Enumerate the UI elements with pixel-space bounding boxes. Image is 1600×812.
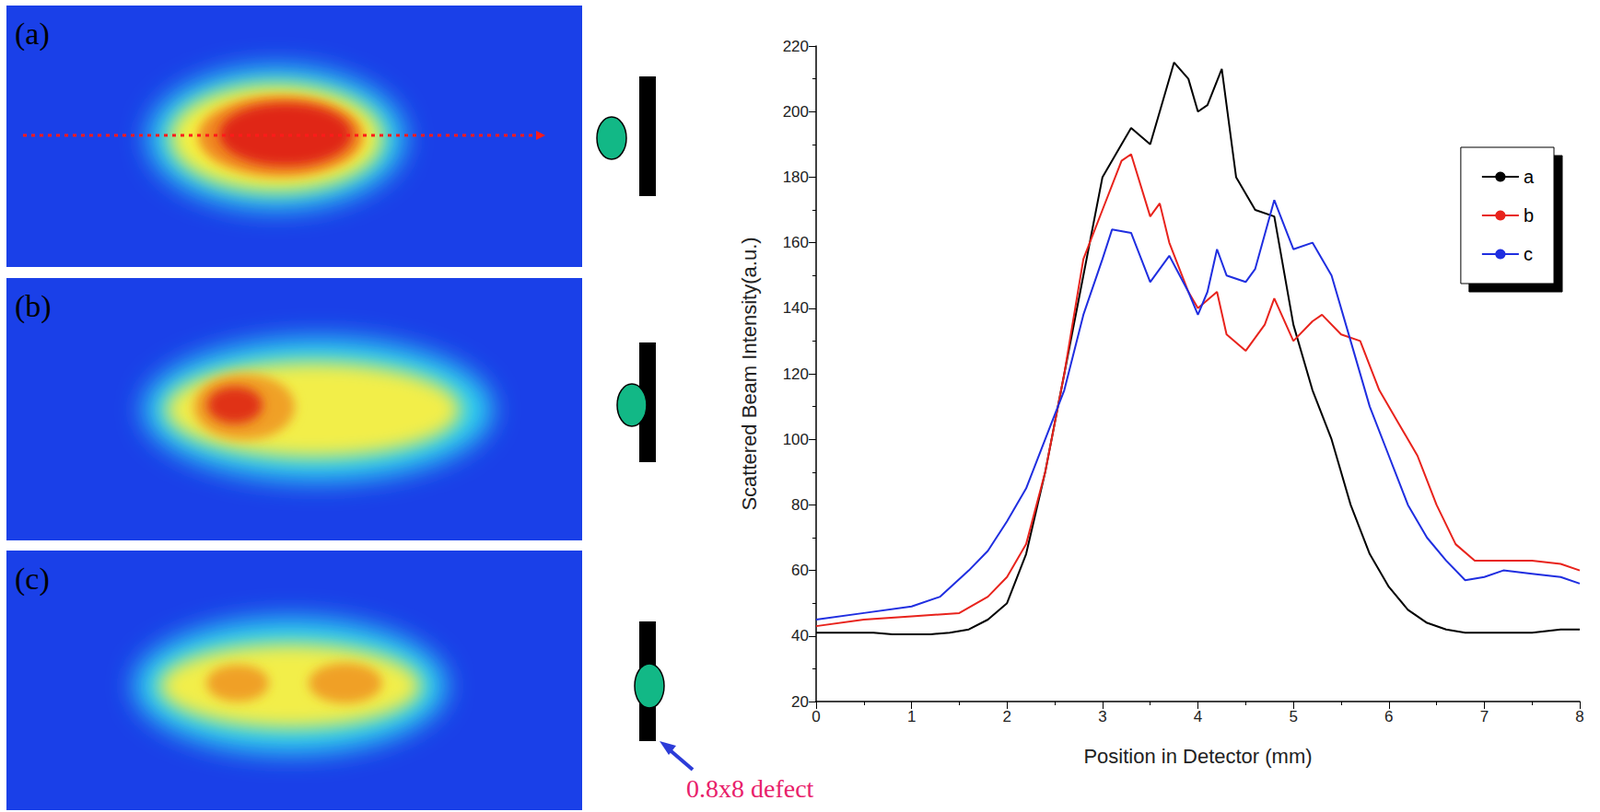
svg-text:7: 7 (1480, 708, 1489, 726)
svg-text:4: 4 (1193, 708, 1203, 726)
svg-text:5: 5 (1288, 708, 1297, 726)
svg-text:3: 3 (1097, 708, 1107, 726)
svg-text:80: 80 (791, 496, 809, 514)
svg-text:(c): (c) (14, 561, 50, 597)
svg-text:(a): (a) (14, 16, 50, 52)
svg-text:100: 100 (782, 431, 809, 449)
svg-text:200: 200 (782, 103, 809, 121)
svg-text:b: b (1523, 205, 1534, 226)
svg-text:Position in Detector (mm): Position in Detector (mm) (1083, 745, 1312, 769)
svg-text:0.8x8 defect: 0.8x8 defect (686, 774, 815, 804)
svg-text:160: 160 (782, 233, 809, 252)
svg-text:Scattered Beam Intensity(a.u.): Scattered Beam Intensity(a.u.) (737, 236, 761, 511)
svg-text:60: 60 (791, 561, 809, 580)
svg-text:8: 8 (1575, 708, 1584, 726)
svg-text:140: 140 (782, 299, 809, 317)
svg-text:1: 1 (907, 708, 916, 726)
svg-text:220: 220 (782, 37, 809, 56)
svg-text:120: 120 (782, 365, 809, 384)
svg-text:(b): (b) (14, 289, 52, 325)
svg-text:2: 2 (1003, 708, 1012, 726)
svg-text:180: 180 (782, 168, 809, 187)
svg-text:0: 0 (811, 708, 820, 726)
svg-text:6: 6 (1384, 708, 1393, 726)
svg-text:c: c (1523, 244, 1533, 265)
svg-text:a: a (1523, 166, 1535, 187)
svg-text:20: 20 (791, 693, 809, 712)
svg-text:40: 40 (791, 627, 809, 645)
